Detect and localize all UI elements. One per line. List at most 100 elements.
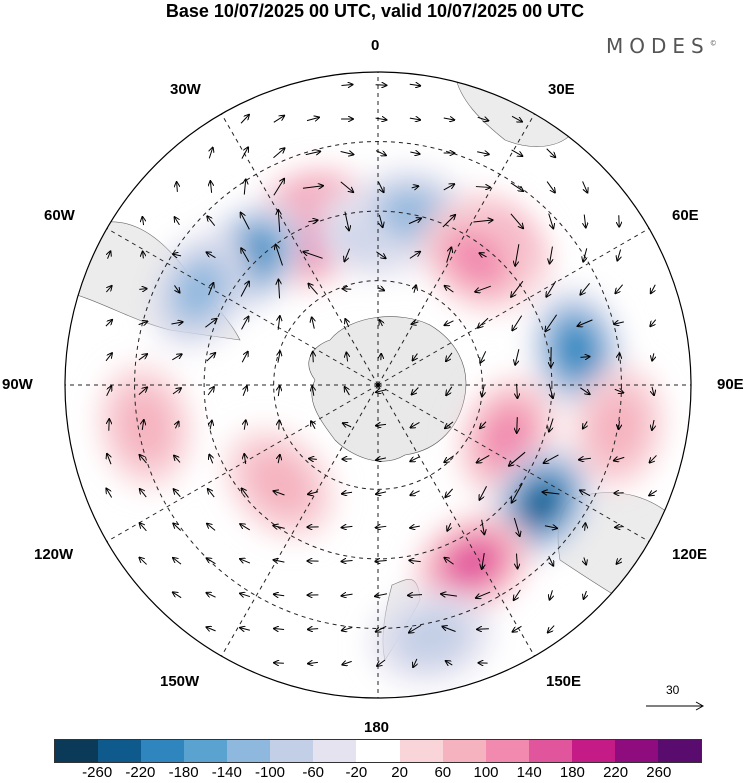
wind-vector [477, 629, 489, 630]
anomaly-contour [482, 407, 532, 468]
wind-vector [244, 179, 245, 195]
wind-vector [106, 489, 113, 498]
wind-vector [244, 420, 245, 430]
wind-vector [482, 385, 484, 397]
colorbar-cell [571, 740, 615, 762]
wind-vector [375, 150, 386, 156]
wind-vector [446, 247, 452, 263]
colorbar-cell [227, 740, 271, 762]
wind-vector [509, 451, 526, 466]
wind-vector [480, 351, 487, 362]
anomaly-contour [174, 260, 225, 320]
wind-vector [583, 248, 587, 261]
wind-vector [412, 387, 419, 394]
wind-vector [278, 455, 280, 464]
wind-vector [475, 187, 490, 188]
wind-vector [240, 559, 251, 563]
wind-vector [477, 152, 489, 155]
colorbar-tick-label: -220 [125, 764, 156, 781]
wind-vector [582, 181, 588, 192]
wind-vector [379, 214, 382, 227]
wind-vector [346, 353, 347, 362]
wind-vector [175, 217, 180, 226]
anomaly-contour [245, 449, 314, 518]
wind-vector [303, 252, 323, 259]
colorbar-cell [141, 740, 185, 762]
colorbar-cell [614, 740, 658, 762]
wind-vector [580, 387, 589, 394]
colorbar-tick-label: -20 [345, 764, 368, 781]
wind-vector [107, 454, 111, 465]
wind-vector [442, 215, 455, 228]
wind-vector [342, 661, 352, 664]
wind-vector [343, 289, 352, 290]
wind-vector [240, 282, 249, 297]
anomaly-contour [558, 325, 596, 375]
lon-label-30w: 30W [170, 81, 201, 98]
wind-vector [409, 560, 421, 561]
lon-label-150w: 150W [160, 673, 200, 690]
wind-vector [241, 317, 249, 330]
wind-vector [517, 383, 518, 398]
wind-vector [476, 591, 491, 598]
wind-vector [308, 284, 318, 295]
wind-vector [446, 661, 453, 665]
wind-vector [240, 628, 250, 630]
wind-vector [376, 458, 387, 460]
wind-vector [345, 319, 348, 328]
wind-vector [614, 457, 625, 460]
colorbar-cell [55, 740, 99, 762]
wind-vector [413, 658, 417, 667]
wind-vector [618, 353, 619, 361]
wind-vector [445, 421, 454, 428]
wind-vector [376, 424, 387, 425]
wind-vector [342, 526, 353, 527]
wind-vector [410, 456, 420, 462]
wind-vector [274, 491, 285, 495]
wind-vector [443, 184, 454, 191]
wind-vector [241, 147, 248, 159]
wind-vector [414, 285, 416, 293]
wind-vector [375, 118, 387, 120]
wind-vector [274, 594, 285, 595]
wind-vector [311, 421, 315, 429]
wind-vector [650, 455, 657, 462]
wind-vector [278, 210, 279, 233]
wind-vectors [106, 84, 658, 667]
wind-vector [140, 489, 147, 498]
colorbar-cell [399, 740, 443, 762]
wind-vector [446, 352, 453, 361]
anomaly-contour [446, 541, 499, 585]
wind-vector [446, 386, 453, 395]
colorbar-cell [485, 740, 529, 762]
wind-vector [578, 319, 593, 326]
wind-vector [513, 625, 522, 631]
wind-vector [273, 526, 285, 529]
wind-vector [171, 322, 182, 324]
lon-label-60w: 60W [44, 207, 75, 224]
wind-vector [276, 245, 283, 266]
wind-vector [545, 314, 558, 331]
colorbar-cell [356, 740, 400, 762]
colorbar-tick-label: -60 [302, 764, 325, 781]
wind-vector [479, 486, 487, 499]
colorbar-tick-label: -180 [168, 764, 199, 781]
wind-vector [408, 595, 423, 596]
wind-vector [140, 455, 147, 464]
wind-vector [341, 594, 353, 596]
wind-vector [544, 526, 557, 529]
colorbar-tick-label: 60 [434, 764, 452, 781]
wind-vector [241, 213, 250, 230]
colorbar-cell [98, 740, 142, 762]
wind-vector [308, 629, 319, 630]
wind-vector [445, 321, 454, 325]
wind-vector [174, 456, 181, 463]
wind-vector [376, 625, 387, 631]
wind-vector [410, 526, 420, 528]
wind-vector [482, 553, 485, 569]
wind-vector [445, 286, 454, 293]
map-border [64, 71, 692, 699]
anomaly-contour [393, 607, 470, 666]
wind-vector [240, 115, 249, 124]
colorbar-ticks: -260 -220 -180 -140 -100 -60 -20 20 60 100 140 180 2… [0, 764, 750, 783]
